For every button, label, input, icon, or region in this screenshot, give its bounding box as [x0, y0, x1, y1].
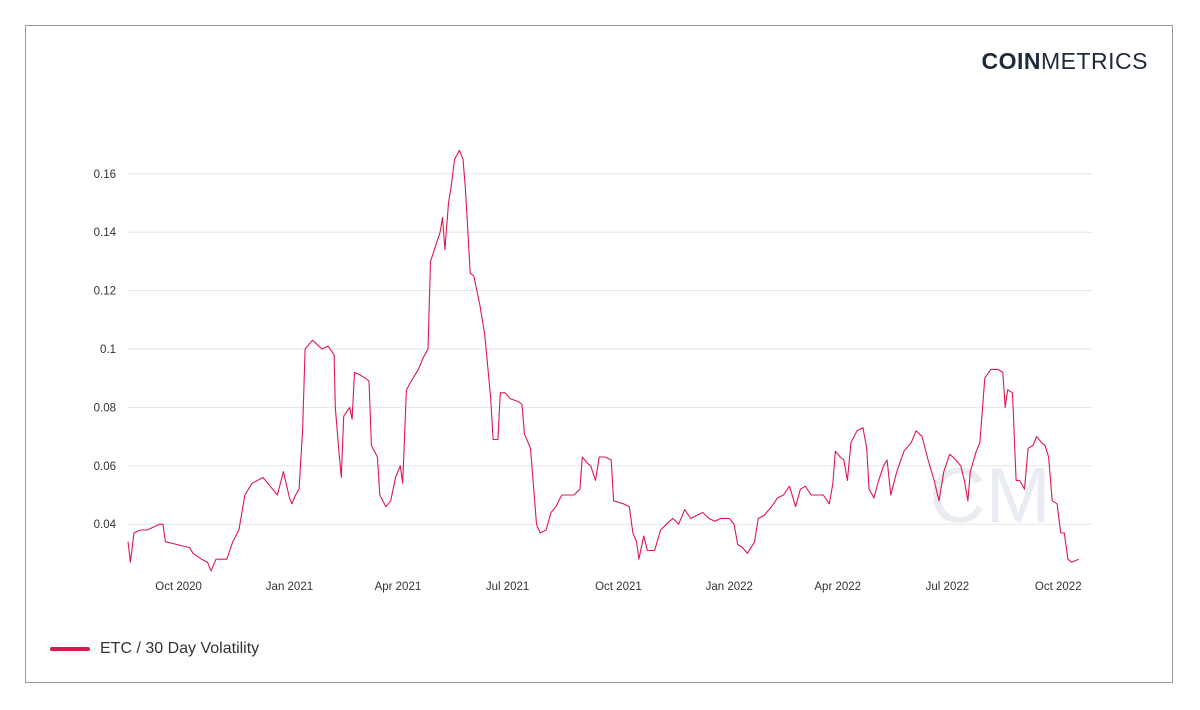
y-tick-label: 0.04: [94, 519, 117, 531]
x-tick-label: Oct 2022: [1035, 581, 1082, 593]
logo-bold-text: COIN: [981, 48, 1041, 74]
x-tick-label: Oct 2020: [155, 581, 202, 593]
x-tick-label: Jul 2022: [926, 581, 969, 593]
x-tick-label: Oct 2021: [595, 581, 642, 593]
series-line-etc-volatility[interactable]: [127, 149, 1079, 572]
y-tick-label: 0.14: [94, 227, 117, 239]
y-tick-label: 0.12: [94, 286, 116, 298]
x-tick-label: Jan 2022: [706, 581, 753, 593]
legend-label: ETC / 30 Day Volatility: [100, 640, 260, 657]
x-tick-label: Jul 2021: [486, 581, 529, 593]
coinmetrics-logo: COINMETRICS: [982, 48, 1149, 75]
cm-watermark: CM: [929, 451, 1050, 539]
legend-swatch: [50, 647, 90, 651]
chart-legend[interactable]: ETC / 30 Day Volatility: [50, 640, 259, 658]
x-tick-label: Jan 2021: [266, 581, 313, 593]
logo-light-text: METRICS: [1041, 48, 1148, 74]
y-tick-label: 0.08: [94, 402, 116, 414]
gridlines: [128, 173, 1092, 525]
y-tick-label: 0.16: [94, 169, 116, 181]
x-tick-label: Apr 2021: [375, 581, 422, 593]
x-axis: Oct 2020 Jan 2021 Apr 2021 Jul 2021 Oct 2021…: [155, 581, 1081, 593]
y-tick-label: 0.06: [94, 461, 116, 473]
y-axis: 0.04 0.06 0.08 0.1 0.12 0.14 0.16: [94, 169, 117, 531]
chart-frame: COINMETRICS ETC / 30 Day Volatility: [25, 25, 1173, 683]
x-tick-label: Apr 2022: [814, 581, 861, 593]
y-tick-label: 0.1: [100, 344, 116, 356]
